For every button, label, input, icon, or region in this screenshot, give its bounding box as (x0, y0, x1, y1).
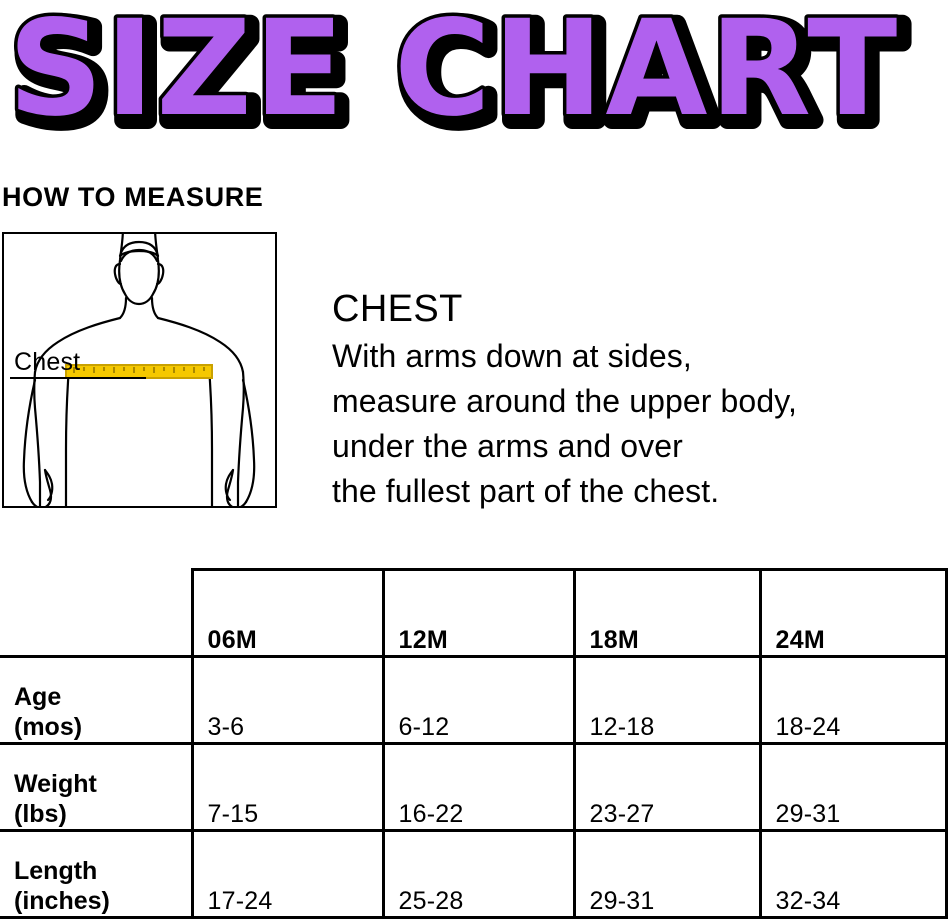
row-label-length: Length (inches) (0, 829, 194, 919)
torso-right-side (236, 370, 245, 506)
cell-length-18m: 29-31 (572, 829, 762, 919)
chest-description-block: CHEST With arms down at sides, measure a… (332, 288, 932, 514)
row-label-line: (inches) (14, 887, 110, 915)
hand-right (225, 468, 248, 506)
size-table-container: 06M 12M 18M 24M Age (mos) 3-6 6-12 12-18… (0, 568, 948, 919)
table-header-size-18m: 18M (572, 568, 762, 658)
cell-age-12m: 6-12 (381, 655, 576, 745)
cell-weight-06m: 7-15 (190, 742, 385, 832)
how-to-measure-heading: HOW TO MEASURE (2, 182, 264, 212)
table-corner-cell (0, 569, 194, 657)
ear-right (155, 262, 165, 286)
torso-left-side (33, 370, 42, 506)
row-label-age: Age (mos) (0, 655, 194, 745)
table-header-row: 06M 12M 18M 24M (0, 568, 948, 658)
thumb-left (43, 468, 54, 502)
table-row: Length (inches) 17-24 25-28 29-31 32-34 (0, 829, 948, 919)
hair-edge (119, 248, 159, 263)
row-label-line: (lbs) (14, 800, 67, 828)
table-header-size-24m: 24M (758, 568, 948, 658)
tape-measure-ticks (73, 367, 205, 373)
cell-length-12m: 25-28 (381, 829, 576, 919)
row-label-line: Age (14, 683, 62, 711)
chest-callout-leader-line (10, 377, 146, 379)
chest-description-line: the fullest part of the chest. (332, 473, 720, 509)
measurement-diagram-box (2, 232, 277, 508)
cell-age-18m: 12-18 (572, 655, 762, 745)
thumb-right (224, 468, 235, 502)
arm-right-outer (241, 378, 256, 504)
ear-left (113, 262, 123, 286)
tape-measure (65, 364, 213, 379)
neck-left (118, 296, 128, 320)
table-header-size-12m: 12M (381, 568, 576, 658)
chest-description-line: With arms down at sides, (332, 338, 692, 374)
page-title-graphic: SIZE CHART SIZE CHART (5, 0, 913, 152)
row-label-line: Length (14, 857, 98, 885)
cell-weight-24m: 29-31 (758, 742, 948, 832)
table-header-size-06m: 06M (190, 568, 385, 658)
shoulder-right (156, 316, 245, 374)
chest-description-line: under the arms and over (332, 428, 683, 464)
body-figure-illustration (22, 234, 256, 506)
page-title-banner: SIZE CHART SIZE CHART (0, 0, 952, 152)
shoulder-left (33, 316, 122, 374)
table-row: Age (mos) 3-6 6-12 12-18 18-24 (0, 655, 948, 745)
table-row: Weight (lbs) 7-15 16-22 23-27 29-31 (0, 742, 948, 832)
chest-heading: CHEST (332, 288, 463, 330)
cell-age-06m: 3-6 (190, 655, 385, 745)
neck-right (150, 296, 160, 320)
torso-inner-right (207, 365, 214, 506)
row-label-line: Weight (14, 770, 97, 798)
cell-weight-12m: 16-22 (381, 742, 576, 832)
chest-callout-label: Chest (14, 348, 81, 376)
row-label-line: (mos) (14, 713, 83, 741)
cell-weight-18m: 23-27 (572, 742, 762, 832)
cell-length-24m: 32-34 (758, 829, 948, 919)
page-title-shadow: SIZE CHART (14, 0, 905, 152)
chest-description-line: measure around the upper body, (332, 383, 797, 419)
hand-left (30, 468, 53, 506)
row-label-weight: Weight (lbs) (0, 742, 194, 832)
arm-left-outer (22, 378, 37, 504)
torso-inner-left (64, 365, 71, 506)
page-title-text: SIZE CHART (8, 0, 899, 146)
size-table: 06M 12M 18M 24M Age (mos) 3-6 6-12 12-18… (0, 568, 948, 919)
cell-length-06m: 17-24 (190, 829, 385, 919)
head-outline (118, 234, 160, 306)
cell-age-24m: 18-24 (758, 655, 948, 745)
